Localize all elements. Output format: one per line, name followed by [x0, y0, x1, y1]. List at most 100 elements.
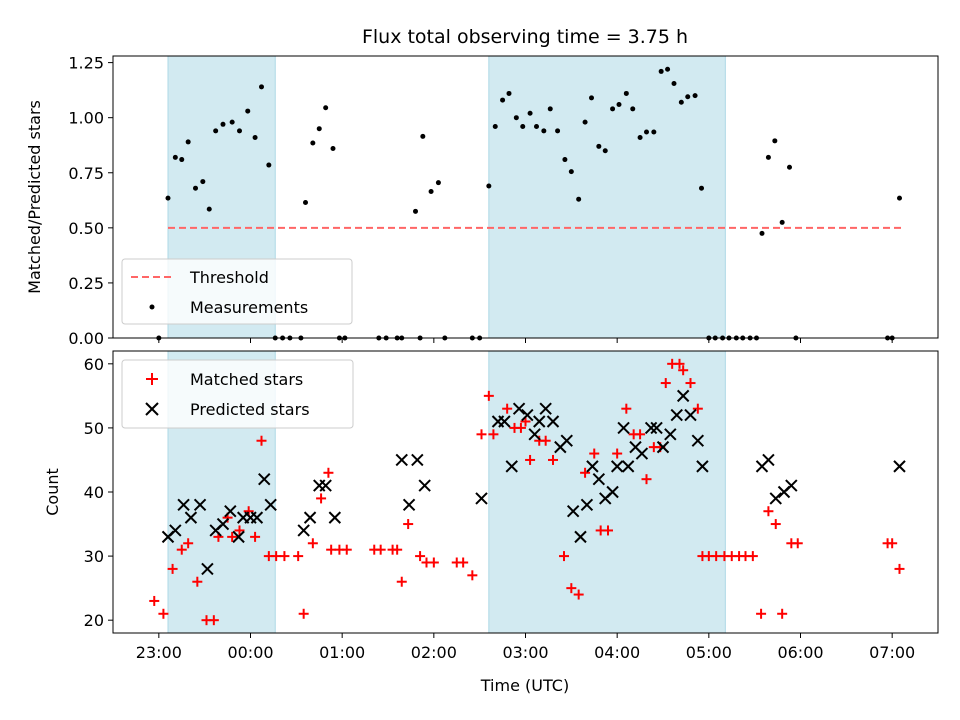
measurement-point: [506, 90, 512, 96]
top-y-tick-label: 0.00: [68, 329, 104, 348]
measurement-point: [428, 188, 434, 194]
measurement-point: [685, 94, 691, 100]
bottom-plot-frame: [112, 350, 939, 634]
measurement-point: [555, 128, 561, 134]
measurement-point: [486, 183, 492, 189]
predicted-star-point: [395, 453, 408, 467]
matched-star-point: [566, 583, 577, 594]
matched-star-point: [525, 454, 536, 465]
shaded-interval-2: [488, 55, 726, 339]
bottom-y-tick-label: 20: [84, 611, 104, 630]
predicted-star-point: [319, 479, 332, 492]
matched-star-point: [894, 563, 905, 574]
measurement-point: [513, 115, 519, 121]
legend-predicted-swatch: [145, 402, 159, 416]
matched-star-point: [227, 531, 238, 542]
matched-star-point: [428, 557, 439, 568]
matched-star-point: [502, 403, 513, 414]
measurement-point: [310, 140, 316, 146]
matched-star-point: [580, 467, 591, 478]
bottom-y-tick-label: 50: [84, 419, 104, 438]
measurement-point: [616, 101, 622, 107]
legend-matched-swatch: [146, 373, 158, 385]
matched-star-point: [149, 595, 160, 606]
matched-star-point: [685, 378, 696, 389]
shaded-interval-2: [488, 350, 726, 634]
measurement-point: [692, 93, 698, 99]
matched-star-point: [396, 576, 407, 587]
predicted-star-point: [617, 421, 630, 435]
measurement-point: [185, 139, 191, 145]
predicted-star-point: [258, 472, 271, 486]
x-tick-label: 05:00: [686, 643, 732, 662]
predicted-star-point: [769, 492, 782, 505]
predicted-star-point: [528, 428, 541, 441]
measurement-point: [316, 126, 322, 132]
measurement-point: [527, 110, 533, 116]
top-y-tick-label: 1.00: [68, 109, 104, 128]
matched-star-point: [458, 557, 469, 568]
predicted-star-point: [328, 511, 342, 524]
legend-measurements-label: Measurements: [190, 298, 308, 317]
measurement-point: [220, 121, 226, 127]
measurement-point: [237, 128, 242, 134]
matched-star-point: [777, 608, 788, 619]
matched-star-point: [192, 576, 203, 587]
measurement-point: [165, 195, 171, 201]
chart-title: Flux total observing time = 3.75 h: [362, 26, 688, 48]
measurement-point: [213, 128, 219, 134]
bottom-y-tick-label: 30: [84, 547, 104, 566]
predicted-star-point: [610, 460, 624, 473]
measurement-point: [665, 66, 671, 72]
matched-star-point: [341, 544, 352, 555]
bottom-y-axis-label: Count: [43, 468, 62, 516]
matched-star-point: [316, 493, 327, 504]
predicted-star-point: [216, 517, 230, 531]
legend-matched-label: Matched stars: [190, 370, 303, 389]
matched-star-point: [467, 570, 478, 581]
matched-star-point: [603, 525, 613, 536]
top-y-tick-label: 0.50: [68, 219, 104, 238]
matched-star-point: [307, 538, 318, 549]
predicted-star-point: [566, 505, 580, 518]
measurement-point: [765, 154, 771, 160]
matched-star-point: [415, 551, 426, 562]
x-tick-label: 06:00: [777, 643, 823, 662]
top-y-tick-label: 0.75: [68, 164, 104, 183]
measurement-point: [193, 185, 198, 191]
predicted-star-point: [676, 389, 690, 403]
measurement-point: [644, 129, 649, 135]
top-legend-frame: [121, 258, 353, 325]
matched-star-point: [763, 506, 774, 517]
predicted-star-point: [177, 498, 190, 512]
measurement-point: [547, 106, 553, 112]
matched-star-point: [375, 544, 386, 555]
matched-star-point: [392, 544, 403, 555]
predicted-star-point: [224, 505, 237, 518]
measurement-point: [413, 208, 418, 214]
x-tick-label: 03:00: [502, 643, 548, 662]
predicted-star-point: [644, 421, 658, 435]
measurement-point: [520, 124, 526, 129]
predicted-star-point: [664, 428, 677, 441]
predicted-star-point: [521, 408, 534, 422]
predicted-star-point: [193, 498, 207, 512]
predicted-star-point: [201, 562, 214, 576]
measurement-point: [678, 99, 684, 105]
predicted-star-point: [606, 485, 619, 499]
measurement-point: [259, 84, 264, 90]
matched-star-point: [167, 563, 178, 574]
matched-star-point: [323, 467, 334, 478]
bottom-y-tick-label: 60: [84, 355, 104, 374]
measurement-point: [582, 119, 588, 125]
legend-predicted-label: Predicted stars: [190, 400, 310, 419]
matched-star-point: [660, 378, 671, 389]
measurement-point: [323, 105, 329, 111]
matched-star-point: [250, 531, 261, 542]
matched-star-point: [293, 551, 304, 562]
predicted-star-point: [560, 434, 573, 447]
matched-star-point: [792, 538, 803, 549]
measurement-point: [200, 179, 206, 185]
top-plot-frame: [112, 55, 939, 339]
